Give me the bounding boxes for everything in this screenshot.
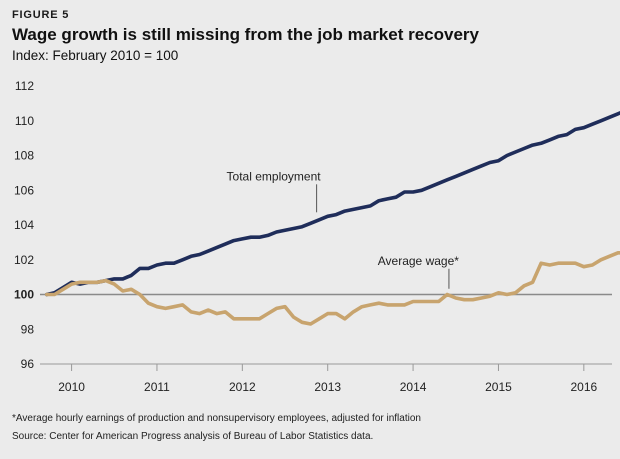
chart-subtitle: Index: February 2010 = 100 — [12, 48, 179, 63]
series-line-average-wage — [45, 251, 620, 326]
y-tick-label: 110 — [15, 114, 34, 128]
y-tick-label: 112 — [15, 79, 34, 93]
x-tick-label: 2014 — [400, 380, 427, 394]
y-tick-label: 104 — [14, 218, 34, 232]
x-tick-label: 2016 — [570, 380, 597, 394]
series-annotation: Average wage* — [378, 254, 460, 268]
y-tick-label: 106 — [14, 183, 34, 197]
y-tick-label: 102 — [14, 253, 34, 267]
footnote: *Average hourly earnings of production a… — [12, 413, 421, 424]
x-tick-label: 2013 — [314, 380, 341, 394]
y-tick-label: 96 — [21, 357, 35, 371]
x-tick-label: 2012 — [229, 380, 256, 394]
series-line-total-employment — [45, 111, 620, 297]
y-tick-label: 108 — [14, 149, 34, 163]
chart-title: Wage growth is still missing from the jo… — [12, 25, 479, 44]
y-tick-label: 100 — [14, 288, 34, 302]
y-tick-label: 98 — [21, 322, 35, 336]
figure-label: FIGURE 5 — [12, 9, 70, 21]
x-tick-label: 2015 — [485, 380, 512, 394]
x-tick-label: 2011 — [144, 380, 170, 394]
source-note: Source: Center for American Progress ana… — [12, 431, 374, 442]
x-tick-label: 2010 — [58, 380, 85, 394]
series-annotation: Total employment — [227, 169, 322, 183]
